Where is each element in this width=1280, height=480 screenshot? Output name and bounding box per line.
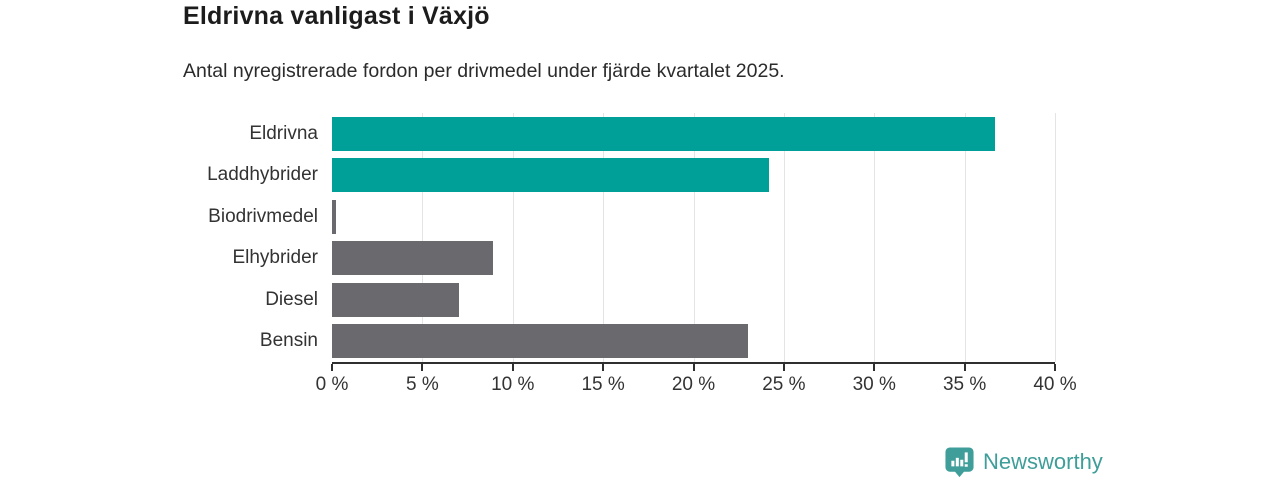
bar-row-elhybrider: Elhybrider bbox=[232, 238, 1055, 280]
category-label-eldrivna: Eldrivna bbox=[249, 122, 318, 144]
x-axis-line bbox=[332, 362, 1055, 364]
x-tick-mark-5 bbox=[421, 364, 424, 371]
x-tick-label-30: 30 % bbox=[852, 374, 896, 395]
x-tick-mark-15 bbox=[602, 364, 605, 371]
x-tick-label-20: 20 % bbox=[671, 374, 716, 395]
bar-row-laddhybrider: Laddhybrider bbox=[207, 155, 1055, 197]
chart-title: Eldrivna vanligast i Växjö bbox=[183, 2, 490, 30]
bar-eldrivna bbox=[332, 116, 996, 151]
bar-row-diesel: Diesel bbox=[265, 279, 1055, 321]
bar-diesel bbox=[332, 282, 459, 317]
category-label-diesel: Diesel bbox=[265, 288, 318, 310]
category-label-bensin: Bensin bbox=[259, 330, 318, 352]
x-tick-label-15: 15 % bbox=[581, 374, 625, 395]
bar-row-bensin: Bensin bbox=[260, 321, 1055, 363]
x-tick-label-10: 10 % bbox=[491, 374, 535, 395]
x-tick-mark-10 bbox=[511, 364, 514, 371]
x-tick-label-25: 25 % bbox=[762, 374, 806, 395]
gridline-40 bbox=[1055, 113, 1056, 362]
category-label-laddhybrider: Laddhybrider bbox=[207, 164, 318, 186]
category-label-biodrivmedel: Biodrivmedel bbox=[208, 205, 318, 227]
x-tick-label-5: 5 % bbox=[406, 374, 439, 395]
x-tick-mark-30 bbox=[873, 364, 876, 371]
chart-subtitle: Antal nyregistrerade fordon per drivmede… bbox=[183, 60, 785, 82]
newsworthy-logo-icon bbox=[944, 446, 975, 478]
newsworthy-branding: Newsworthy bbox=[944, 446, 1103, 478]
x-tick-mark-0 bbox=[331, 364, 333, 371]
bar-bensin bbox=[332, 324, 748, 359]
gridline-20 bbox=[693, 113, 695, 362]
gridline-30 bbox=[874, 113, 876, 362]
x-tick-label-40: 40 % bbox=[1033, 374, 1077, 395]
gridline-15 bbox=[603, 113, 605, 362]
bar-biodrivmedel bbox=[332, 199, 336, 234]
bar-row-eldrivna: Eldrivna bbox=[249, 113, 1055, 155]
gridline-25 bbox=[783, 113, 785, 362]
gridline-35 bbox=[964, 113, 966, 362]
bar-elhybrider bbox=[332, 241, 493, 276]
x-tick-label-0: 0 % bbox=[315, 374, 349, 395]
newsworthy-logo-text: Newsworthy bbox=[983, 449, 1103, 474]
x-tick-mark-35 bbox=[963, 364, 966, 371]
bar-chart-plot-area: Eldrivna Laddhybrider Biodrivmedel Elhybrid… bbox=[207, 113, 1077, 395]
bar-row-biodrivmedel: Biodrivmedel bbox=[208, 196, 1055, 238]
x-tick-mark-25 bbox=[782, 364, 785, 371]
gridline-5 bbox=[422, 113, 424, 362]
gridline-10 bbox=[512, 113, 514, 362]
x-tick-mark-20 bbox=[692, 364, 695, 371]
category-label-elhybrider: Elhybrider bbox=[232, 247, 318, 269]
x-tick-label-35: 35 % bbox=[942, 374, 987, 395]
bar-laddhybrider bbox=[332, 158, 770, 193]
x-tick-mark-40 bbox=[1054, 364, 1056, 371]
